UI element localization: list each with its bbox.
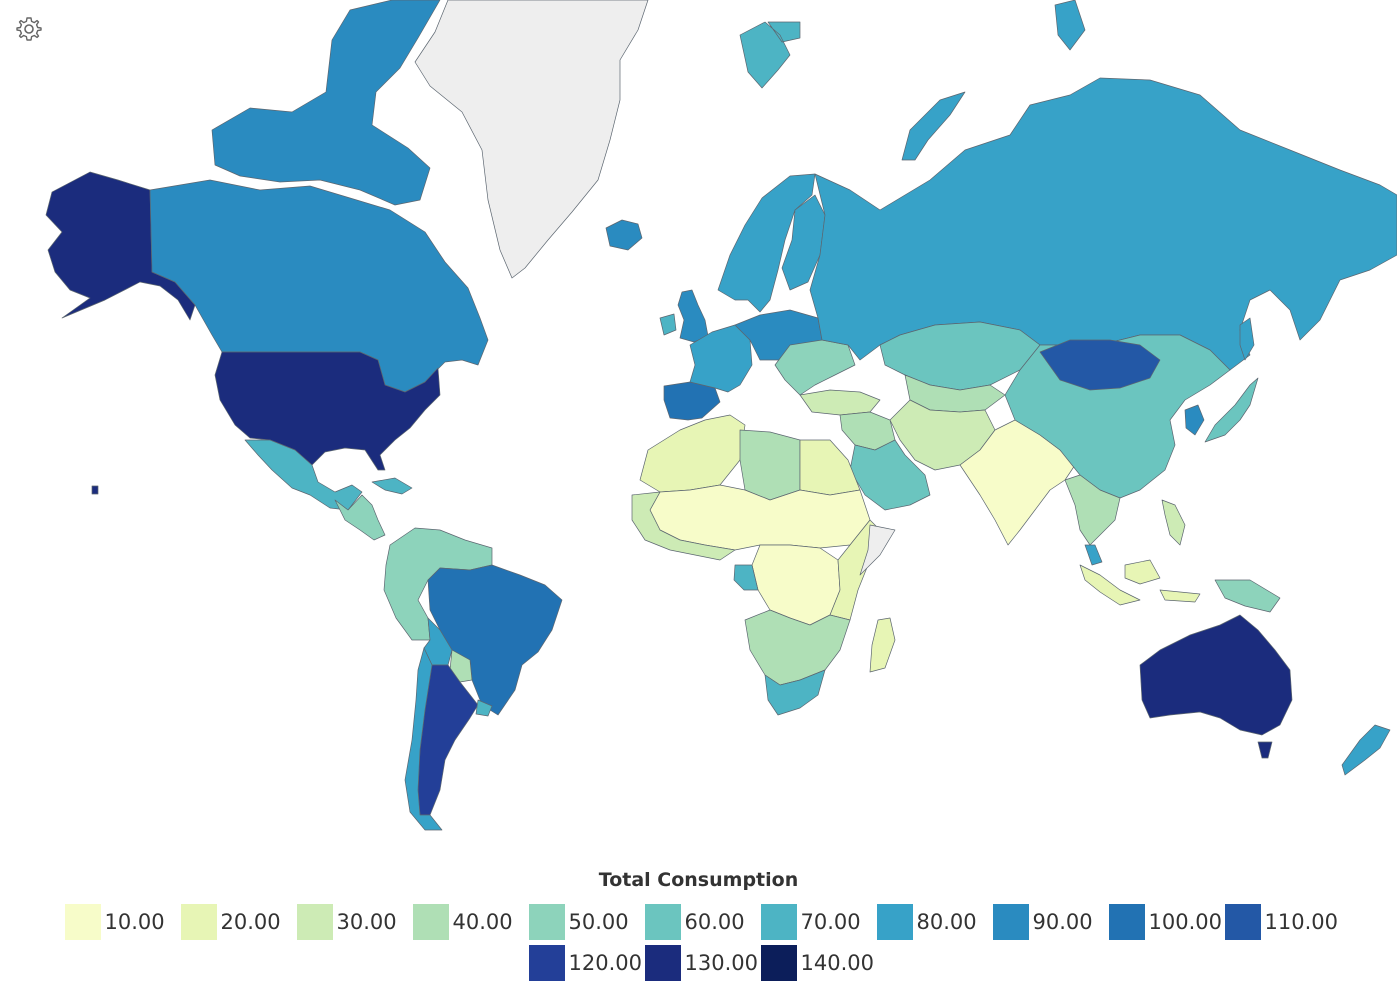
legend-label: 90.00 (1032, 910, 1093, 934)
region-malaysia[interactable] (1084, 544, 1103, 566)
settings-button[interactable] (14, 14, 44, 44)
legend-label: 120.00 (568, 951, 642, 975)
region-mexico[interactable] (244, 439, 363, 511)
legend-swatch (528, 945, 565, 981)
region-canada[interactable] (149, 179, 489, 393)
region-novaya-zemlya[interactable] (901, 91, 966, 161)
region-indonesia[interactable] (1079, 559, 1201, 606)
region-chile[interactable] (404, 647, 443, 831)
region-mongolia[interactable] (1039, 339, 1161, 391)
legend-row-1: 10.00 20.00 30.00 40.00 50.00 60.00 70.0… (0, 903, 1397, 941)
region-new-siberian-islands[interactable] (1054, 0, 1086, 51)
region-western-europe[interactable] (689, 324, 753, 393)
region-philippines[interactable] (1161, 499, 1186, 546)
region-uk[interactable] (677, 289, 709, 343)
region-somalia[interactable] (859, 524, 896, 576)
legend-swatch (760, 904, 797, 940)
gear-icon (16, 17, 42, 41)
region-arabia[interactable] (849, 439, 931, 511)
legend-item[interactable]: 30.00 (296, 903, 405, 941)
region-turkey[interactable] (799, 389, 881, 416)
legend-item[interactable]: 20.00 (180, 903, 289, 941)
legend-label: 50.00 (568, 910, 629, 934)
region-gabon[interactable] (733, 564, 759, 591)
region-greenland[interactable] (414, 0, 649, 279)
region-paraguay[interactable] (449, 649, 473, 683)
legend-label: 30.00 (336, 910, 397, 934)
legend-label: 100.00 (1148, 910, 1222, 934)
legend-label: 140.00 (800, 951, 874, 975)
legend-swatch (992, 904, 1029, 940)
legend-swatch (876, 904, 913, 940)
legend-item[interactable]: 90.00 (992, 903, 1101, 941)
region-uruguay[interactable] (475, 699, 493, 717)
legend-swatch (1108, 904, 1145, 940)
legend: 10.00 20.00 30.00 40.00 50.00 60.00 70.0… (0, 903, 1397, 985)
legend-label: 130.00 (684, 951, 758, 975)
region-libya[interactable] (739, 429, 801, 501)
region-hawaii[interactable] (91, 485, 99, 495)
legend-swatch (644, 945, 681, 981)
region-ireland[interactable] (659, 313, 677, 336)
region-southeast-asia[interactable] (1064, 474, 1121, 546)
legend-swatch (528, 904, 565, 940)
region-iceland[interactable] (605, 219, 643, 251)
legend-swatch (64, 904, 101, 940)
region-south-africa[interactable] (764, 669, 826, 716)
region-iberia[interactable] (663, 381, 721, 421)
region-north-africa-west[interactable] (639, 414, 746, 493)
legend-swatch (644, 904, 681, 940)
legend-item[interactable]: 40.00 (412, 903, 521, 941)
legend-item[interactable]: 50.00 (528, 903, 637, 941)
legend-row-2: 120.00 130.00 140.00 (0, 944, 1397, 982)
legend-swatch (180, 904, 217, 940)
legend-swatch (760, 945, 797, 981)
legend-label: 60.00 (684, 910, 745, 934)
region-finland[interactable] (781, 194, 826, 291)
region-tasmania[interactable] (1257, 741, 1273, 759)
legend-item[interactable]: 110.00 (1224, 903, 1338, 941)
region-sakhalin[interactable] (1239, 317, 1255, 361)
region-west-africa-coast[interactable] (631, 491, 736, 561)
legend-item[interactable]: 60.00 (644, 903, 753, 941)
legend-label: 40.00 (452, 910, 513, 934)
region-japan[interactable] (1204, 377, 1259, 443)
world-choropleth-map[interactable] (0, 0, 1397, 860)
legend-swatch (296, 904, 333, 940)
legend-label: 80.00 (916, 910, 977, 934)
legend-label: 10.00 (104, 910, 165, 934)
region-east-africa[interactable] (829, 519, 881, 621)
region-australia[interactable] (1139, 614, 1293, 736)
region-new-guinea[interactable] (1214, 579, 1281, 613)
region-korea[interactable] (1184, 404, 1205, 436)
region-new-zealand[interactable] (1341, 724, 1391, 776)
region-egypt[interactable] (799, 439, 861, 496)
legend-item[interactable]: 100.00 (1108, 903, 1222, 941)
region-cuba[interactable] (371, 477, 413, 495)
legend-item[interactable]: 70.00 (760, 903, 869, 941)
legend-item[interactable]: 10.00 (64, 903, 173, 941)
legend-label: 110.00 (1264, 910, 1338, 934)
region-russia[interactable] (809, 77, 1397, 371)
region-central-america[interactable] (334, 494, 386, 541)
legend-swatch (1224, 904, 1261, 940)
legend-item[interactable]: 120.00 (528, 944, 642, 982)
legend-label: 70.00 (800, 910, 861, 934)
region-svalbard[interactable] (739, 21, 801, 89)
region-madagascar[interactable] (869, 617, 896, 673)
region-canada-islands[interactable] (211, 0, 441, 206)
legend-title: Total Consumption (598, 869, 799, 891)
legend-item[interactable]: 130.00 (644, 944, 758, 982)
legend-item[interactable]: 140.00 (760, 944, 874, 982)
region-southern-africa[interactable] (744, 609, 851, 686)
legend-swatch (412, 904, 449, 940)
legend-label: 20.00 (220, 910, 281, 934)
legend-item[interactable]: 80.00 (876, 903, 985, 941)
